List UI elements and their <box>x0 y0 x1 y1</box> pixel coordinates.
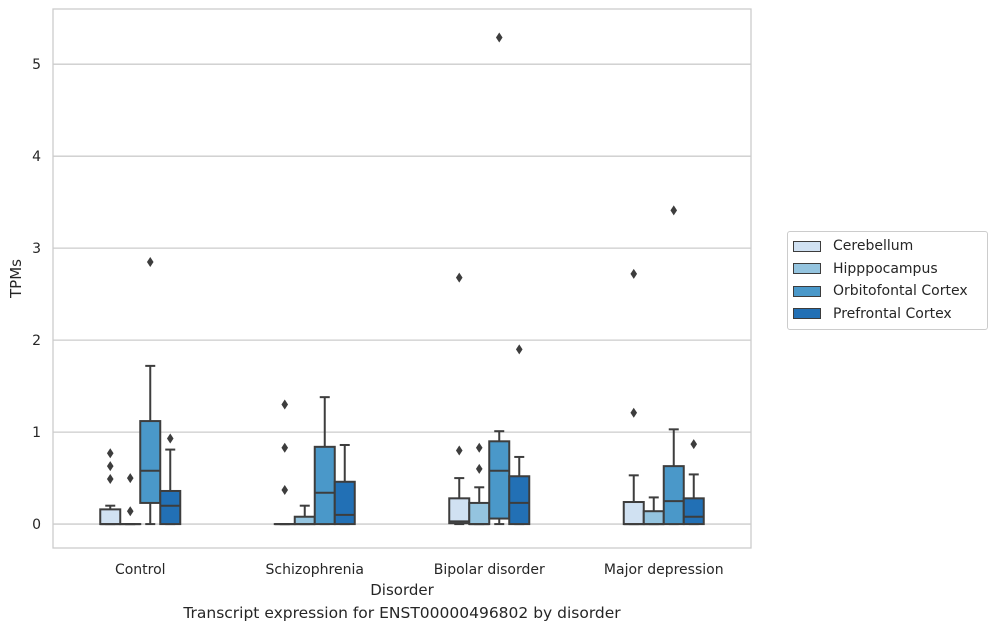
y-tick-label: 4 <box>32 149 41 165</box>
y-axis-label: TPMs <box>7 259 25 299</box>
legend-swatch <box>793 308 821 320</box>
legend-item: Orbitofontal Cortex <box>793 280 981 303</box>
box-iqr <box>622 501 645 526</box>
outlier-point <box>106 461 114 472</box>
y-tick-label: 0 <box>32 517 41 533</box>
outlier-point <box>106 448 114 459</box>
box-cerebellum <box>273 399 296 526</box>
legend-item: Hipppocampus <box>793 258 981 281</box>
box-hipppocampus <box>119 473 142 526</box>
outlier-point <box>126 473 134 484</box>
outlier-point <box>281 485 289 496</box>
legend-swatch <box>793 263 821 275</box>
box-iqr <box>488 440 511 520</box>
y-tick-label: 3 <box>32 241 41 257</box>
box-cerebellum <box>448 272 471 526</box>
outlier-point <box>630 407 638 418</box>
legend: Cerebellum Hipppocampus Orbitofontal Corte… <box>787 231 988 330</box>
outlier-point <box>475 463 483 474</box>
y-tick-label: 5 <box>32 57 41 73</box>
box-hipppocampus <box>293 504 316 526</box>
box-iqr <box>293 515 316 526</box>
box-hipppocampus <box>642 496 665 526</box>
box-orbitofontal-cortex <box>662 205 685 526</box>
outlier-point <box>455 445 463 456</box>
plot-frame <box>52 8 752 549</box>
outlier-point <box>166 433 174 444</box>
box-prefrontal-cortex <box>682 439 705 526</box>
box-iqr <box>333 480 356 526</box>
box-iqr <box>99 508 122 526</box>
box-cerebellum <box>622 268 645 526</box>
outlier-point <box>106 474 114 485</box>
outlier-point <box>281 399 289 410</box>
x-axis-label: Disorder <box>370 581 434 599</box>
box-iqr <box>508 475 531 526</box>
legend-swatch <box>793 285 821 297</box>
outlier-point <box>281 442 289 453</box>
x-tick-label: Control <box>115 562 166 578</box>
y-axis: 0 1 2 3 4 5 <box>32 57 41 533</box>
box-iqr <box>313 445 336 526</box>
outlier-point <box>455 272 463 283</box>
legend-label: Cerebellum <box>833 238 914 255</box>
outlier-point <box>126 506 134 517</box>
legend-label: Orbitofontal Cortex <box>833 283 968 300</box>
x-tick-label: Major depression <box>604 562 724 578</box>
chart-caption: Transcript expression for ENST0000049680… <box>183 604 621 622</box>
box-prefrontal-cortex <box>159 433 182 526</box>
box-cerebellum <box>99 448 122 526</box>
x-axis: Control Schizophrenia Bipolar disorder Majo… <box>115 562 724 578</box>
outlier-point <box>495 32 503 43</box>
outlier-point <box>630 268 638 279</box>
box-iqr <box>468 501 491 526</box>
outlier-point <box>146 256 154 267</box>
box-prefrontal-cortex <box>333 443 356 526</box>
legend-swatch <box>793 240 821 252</box>
boxes-layer <box>99 32 705 526</box>
box-iqr <box>448 497 471 525</box>
box-iqr <box>139 420 162 504</box>
x-tick-label: Schizophrenia <box>266 562 364 578</box>
box-orbitofontal-cortex <box>139 256 162 526</box>
y-tick-label: 2 <box>32 333 41 349</box>
outlier-point <box>690 439 698 450</box>
outlier-point <box>670 205 678 216</box>
box-hipppocampus <box>468 442 491 526</box>
box-iqr <box>682 497 705 526</box>
legend-item: Cerebellum <box>793 235 981 258</box>
outlier-point <box>515 344 523 355</box>
box-iqr <box>642 510 665 526</box>
y-tick-label: 1 <box>32 425 41 441</box>
legend-item: Prefrontal Cortex <box>793 303 981 326</box>
box-iqr <box>662 465 685 526</box>
box-prefrontal-cortex <box>508 344 531 526</box>
x-tick-label: Bipolar disorder <box>434 562 545 578</box>
outlier-point <box>475 442 483 453</box>
box-iqr <box>159 489 182 526</box>
legend-label: Hipppocampus <box>833 260 938 277</box>
legend-label: Prefrontal Cortex <box>833 305 952 322</box>
